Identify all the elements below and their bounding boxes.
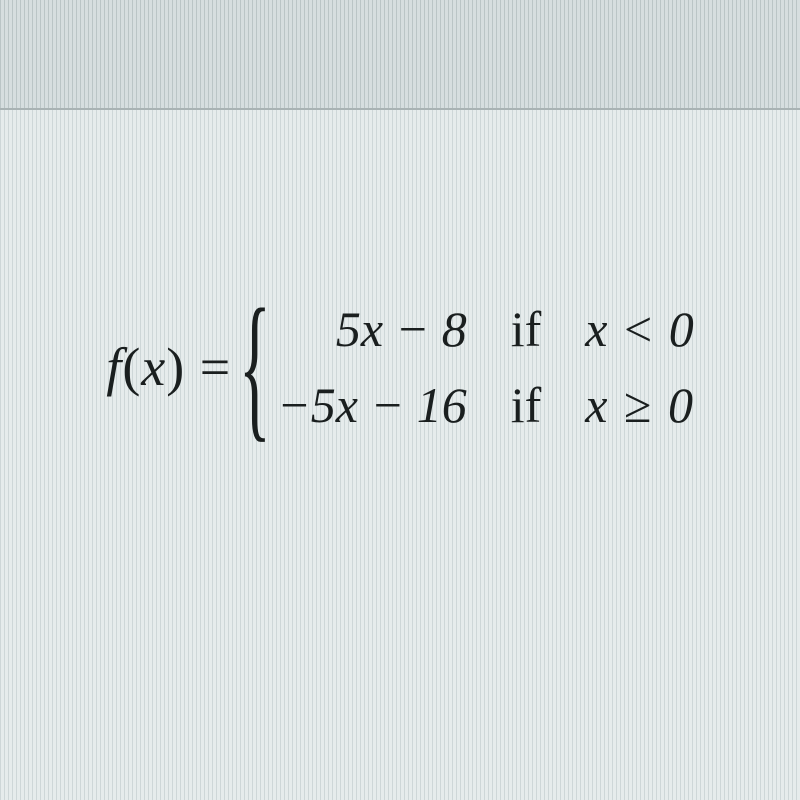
- case-2-cond-var: x: [585, 377, 607, 433]
- case-1-cond-val: 0: [669, 301, 694, 357]
- case-2-cond-op: ≥: [620, 377, 655, 433]
- cases-grid: 5x − 8 if x < 0 −5x − 16 if x ≥ 0: [277, 300, 694, 434]
- case-1-expression: 5x − 8: [277, 300, 467, 358]
- top-darker-band: [0, 0, 800, 110]
- close-paren: ): [166, 337, 185, 397]
- piecewise-equation: f(x) = { 5x − 8 if x < 0 −5x − 16 if x ≥…: [0, 300, 800, 434]
- case-2-if: if: [511, 376, 542, 434]
- case-1-condition: x < 0: [585, 300, 693, 358]
- function-name: f: [106, 337, 122, 397]
- variable-x: x: [141, 337, 166, 397]
- case-1-cond-var: x: [585, 301, 607, 357]
- case-2-condition: x ≥ 0: [585, 376, 693, 434]
- case-1-cond-op: <: [620, 301, 656, 357]
- case-1-if: if: [511, 300, 542, 358]
- case-2-cond-val: 0: [668, 377, 693, 433]
- open-paren: (: [122, 337, 141, 397]
- left-brace-icon: {: [239, 286, 271, 448]
- screen-scanlines-background: f(x) = { 5x − 8 if x < 0 −5x − 16 if x ≥…: [0, 0, 800, 800]
- equation-lhs: f(x) =: [106, 336, 231, 398]
- case-2-expression: −5x − 16: [277, 376, 467, 434]
- equals-sign: =: [185, 337, 231, 397]
